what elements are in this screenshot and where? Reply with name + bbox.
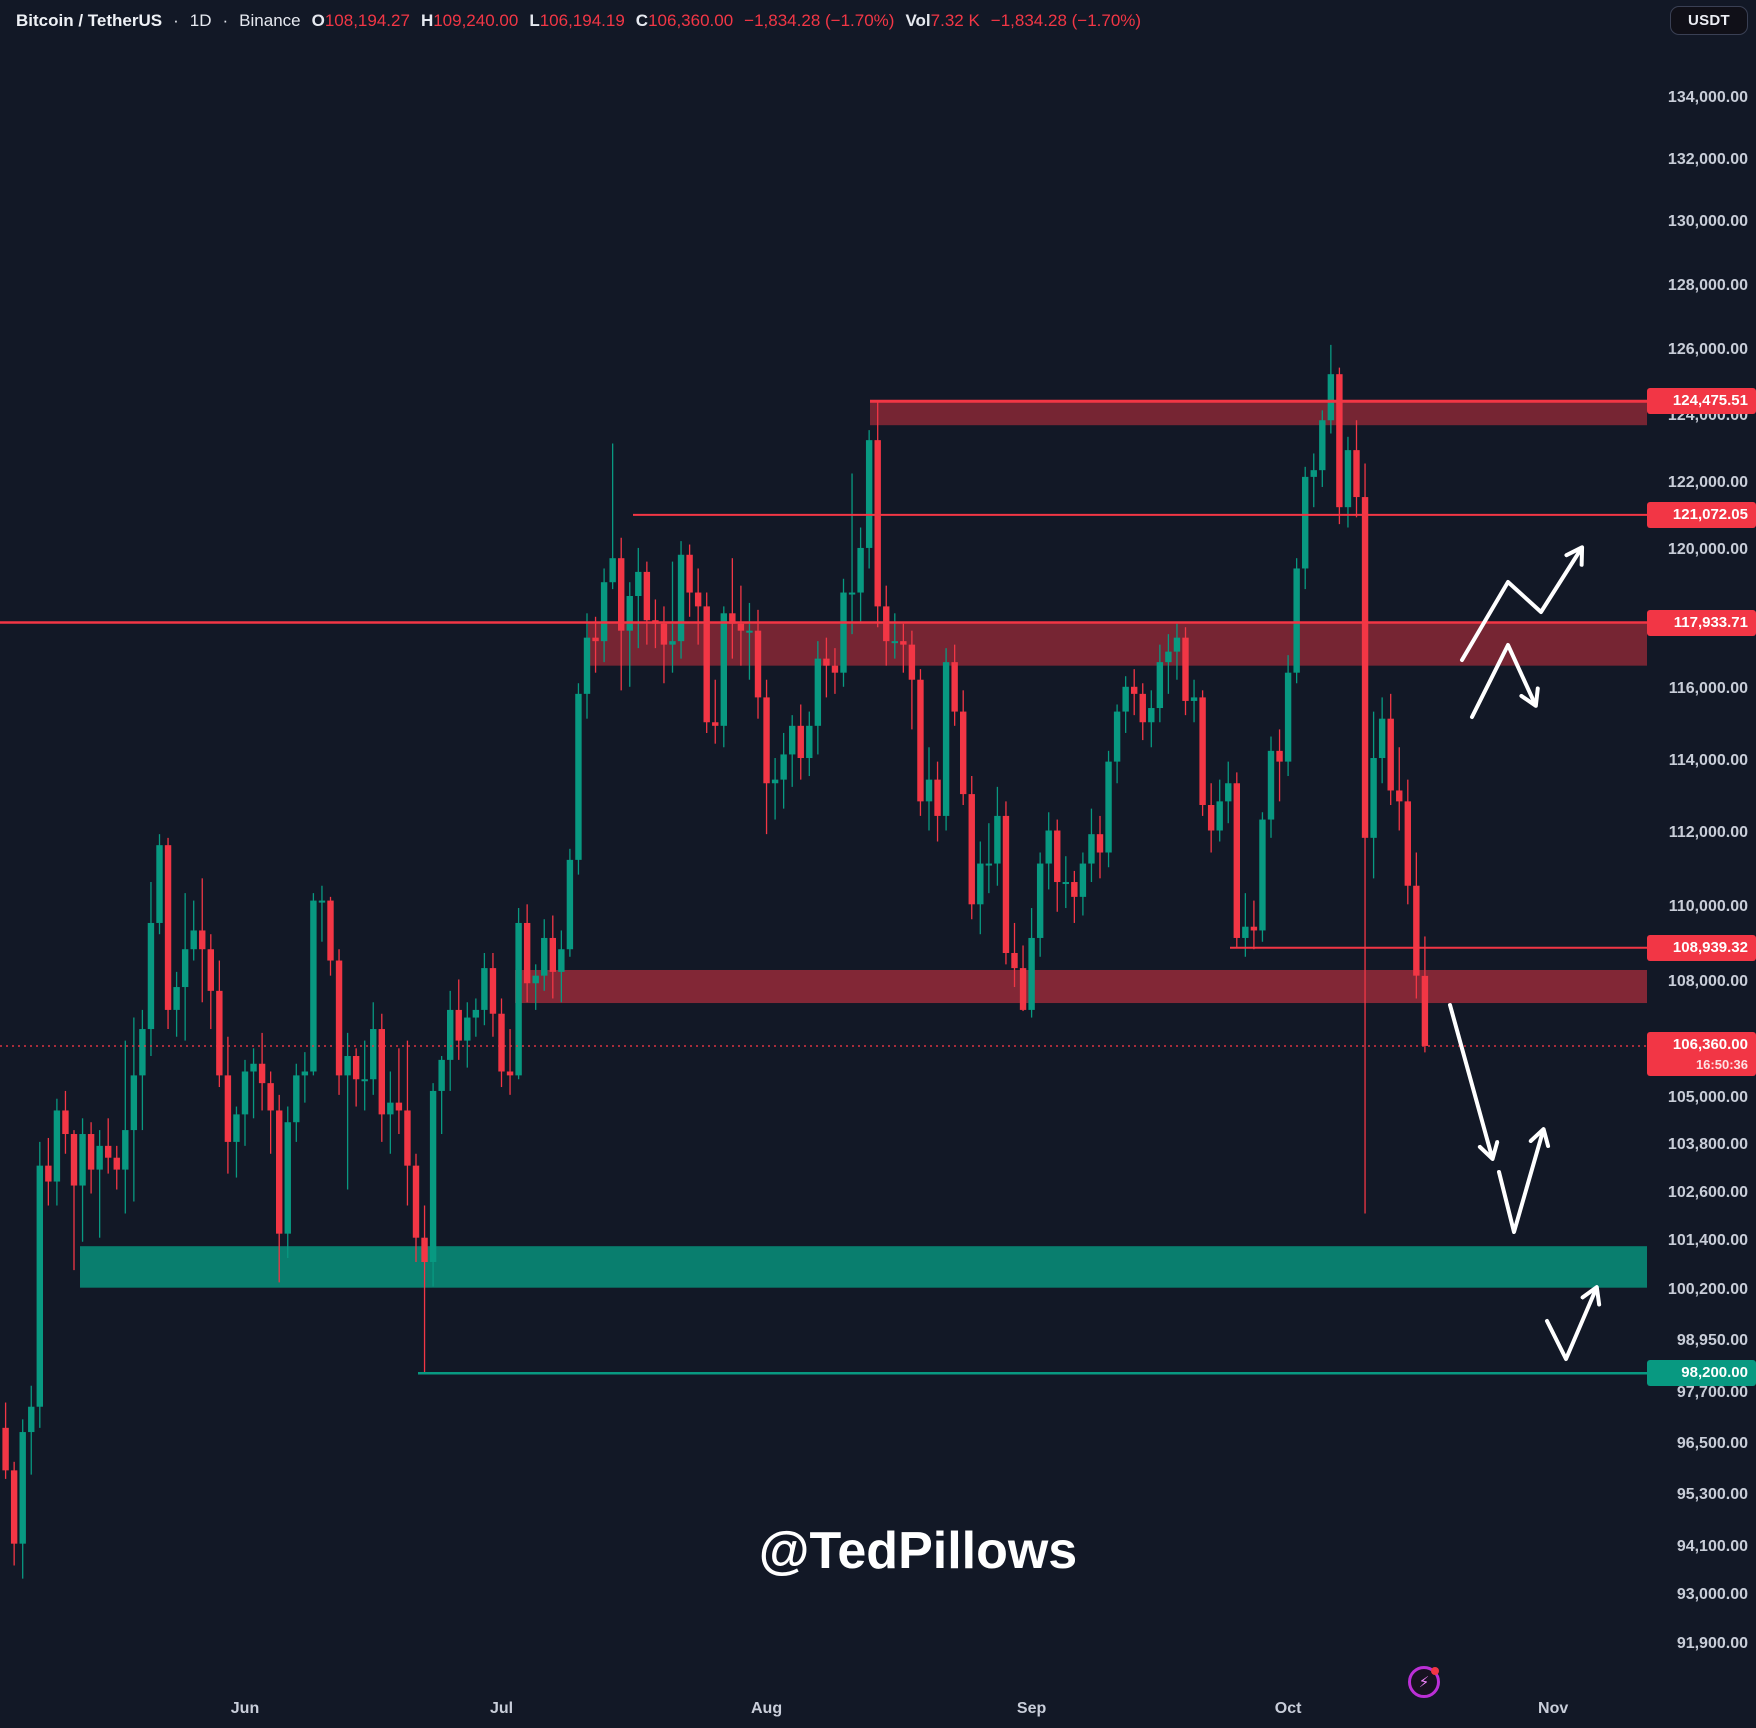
price-axis[interactable]: 134,000.00 132,000.00 130,000.00 128,000.00… xyxy=(1647,0,1756,1690)
time-tick-jul: Jul xyxy=(489,1700,514,1717)
notification-dot xyxy=(1431,1667,1439,1675)
price-tick: 91,900.00 xyxy=(1676,1635,1748,1652)
price-tick: 103,800.00 xyxy=(1667,1135,1748,1153)
ohlc-high: H109,240.00 xyxy=(420,11,519,30)
price-tick: 101,400.00 xyxy=(1667,1231,1748,1249)
time-axis[interactable]: Jun Jul Aug Sep Oct Nov xyxy=(0,1690,1647,1728)
price-tick: 134,000.00 xyxy=(1667,89,1748,106)
price-level-label: 124,475.51 xyxy=(1647,388,1756,415)
ohlc-open: O108,194.27 xyxy=(311,11,410,30)
change-value-2: −1,834.28 (−1.70%) xyxy=(990,11,1142,30)
timeframe[interactable]: 1D xyxy=(189,11,212,30)
time-tick-nov: Nov xyxy=(1538,1700,1569,1717)
price-tick: 96,500.00 xyxy=(1676,1434,1748,1452)
price-tick: 114,000.00 xyxy=(1668,751,1748,769)
change-value: −1,834.28 (−1.70%) xyxy=(744,11,895,30)
price-tick: 102,600.00 xyxy=(1667,1183,1748,1201)
arrow-v-up xyxy=(1497,1127,1551,1234)
separator: · xyxy=(173,11,179,30)
price-level-label: 98,200.00 xyxy=(1647,1360,1756,1387)
price-tick: 116,000.00 xyxy=(1668,680,1748,698)
price-tick: 130,000.00 xyxy=(1667,213,1748,231)
price-level-label: 108,939.32 xyxy=(1647,934,1756,961)
price-tick: 112,000.00 xyxy=(1668,824,1748,842)
time-tick-sep: Sep xyxy=(1016,1700,1047,1717)
time-tick-jun: Jun xyxy=(230,1700,260,1717)
ohlc-close: C106,360.00 xyxy=(635,11,734,30)
volume: Vol7.32 K xyxy=(905,11,980,30)
price-tick: 93,000.00 xyxy=(1676,1586,1748,1604)
price-tick: 110,000.00 xyxy=(1668,898,1748,916)
price-tick: 95,300.00 xyxy=(1676,1486,1748,1504)
separator: · xyxy=(222,11,229,30)
arrow-v-up-bottom xyxy=(1545,1285,1602,1361)
currency-toggle-button[interactable]: USDT xyxy=(1669,6,1748,35)
drawing-arrows xyxy=(1448,545,1602,1361)
price-tick: 105,000.00 xyxy=(1667,1088,1748,1106)
symbol-title[interactable]: Bitcoin / TetherUS xyxy=(16,11,163,30)
price-tick: 97,700.00 xyxy=(1676,1384,1748,1402)
ohlc-low: L106,194.19 xyxy=(529,11,625,30)
price-tick: 120,000.00 xyxy=(1667,541,1748,559)
price-level-label: 106,360.00 16:50:36 xyxy=(1647,1031,1756,1076)
arrow-zigzag-down-right xyxy=(1470,643,1540,719)
exchange: Binance xyxy=(239,11,301,30)
candle-countdown: 16:50:36 xyxy=(1695,1056,1748,1072)
horizontal-levels xyxy=(0,399,1647,1375)
watermark: @TedPillows xyxy=(758,1522,1078,1580)
time-tick-oct: Oct xyxy=(1274,1700,1302,1717)
lightning-bolt-icon: ⚡ xyxy=(1418,1674,1430,1691)
supply-demand-zones xyxy=(80,401,1647,1288)
price-level-label: 117,933.71 xyxy=(1647,609,1756,636)
price-tick: 128,000.00 xyxy=(1667,276,1748,294)
price-tick: 132,000.00 xyxy=(1667,150,1748,168)
price-tick: 108,000.00 xyxy=(1667,973,1748,991)
arrow-zigzag-up-right xyxy=(1460,545,1585,662)
price-tick: 98,950.00 xyxy=(1676,1332,1748,1349)
time-tick-aug: Aug xyxy=(750,1700,783,1717)
price-tick: 122,000.00 xyxy=(1667,473,1748,491)
price-level-label: 121,072.05 xyxy=(1647,501,1756,528)
candlesticks xyxy=(2,344,1429,1579)
price-tick: 94,100.00 xyxy=(1676,1538,1748,1556)
price-tick: 126,000.00 xyxy=(1667,341,1748,359)
price-tick: 100,200.00 xyxy=(1667,1280,1748,1298)
symbol-info-bar: Bitcoin / TetherUS · 1D · Binance O108,1… xyxy=(16,8,1141,34)
arrow-straight-down xyxy=(1448,1003,1500,1161)
lightning-trade-icon[interactable]: ⚡ xyxy=(1408,1666,1440,1698)
